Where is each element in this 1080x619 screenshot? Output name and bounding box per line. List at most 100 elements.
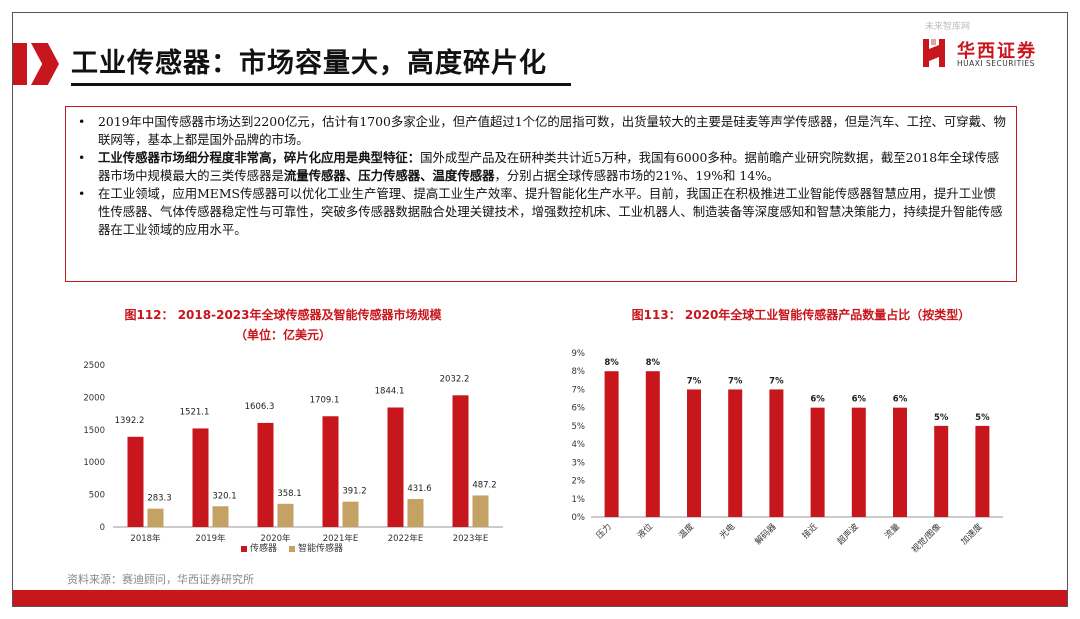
y-tick-label: 7% [572,385,586,395]
bar-smart-sensor [212,506,229,527]
data-label: 487.2 [472,480,496,490]
data-label: 320.1 [212,491,236,501]
y-tick-label: 3% [572,458,586,468]
logo-en-text: HUAXI SECURITIES [957,59,1035,68]
bar [934,425,949,517]
bullet-dot: • [78,186,86,201]
bullet-text: ，分别占据全球传感器市场的21%、19%和 14%。 [494,168,780,183]
huaxi-logo-icon [923,39,945,67]
bar-sensor [322,416,339,527]
right-chart: 0% 1% 2% 3% 4% 5% 6% 7% 8% 9% 8% 压力 8% 液位 7% 温度 7% 光电 7% 解码… [572,349,1003,555]
bar [975,425,990,517]
x-tick-label: 温度 [676,521,696,541]
data-label: 5% [934,413,949,423]
bullet-text: 国外成型产品及在研种类共计近5万种，我国有6000多种。据前瞻产业研究院数据，截… [98,150,1000,183]
x-tick-label: 2021年E [323,533,359,543]
data-label: 358.1 [277,489,301,499]
right-chart-title: 图113： 2020年全球工业智能传感器产品数量占比（按类型） [631,308,971,322]
data-label: 1606.3 [245,402,275,412]
y-tick-label: 2500 [83,361,105,371]
data-label: 1521.1 [180,407,210,417]
legend-item: 传感器 [241,544,277,554]
watermark: 未来智库网 [925,22,971,32]
data-label: 6% [852,395,867,405]
company-logo: 华西证券 HUAXI SECURITIES [921,35,1051,71]
data-label: 283.3 [147,494,171,504]
left-chart: 0 500 1000 1500 2000 2500 1392.2 283.3 2018年 1521… [83,361,503,543]
legend-label: 传感器 [250,544,278,554]
y-tick-label: 0% [572,513,586,523]
bar-sensor [127,436,144,527]
y-tick-label: 500 [89,491,105,501]
x-tick-label: 压力 [594,521,614,541]
bar-smart-sensor [472,495,489,527]
bullet-text: 工业传感器市场细分程度非常高，碎片化应用是典型特征： [98,150,421,165]
legend-label: 智能传感器 [298,544,344,554]
y-tick-label: 5% [572,422,586,432]
x-tick-label: 接近 [800,521,820,541]
x-tick-label: 超声波 [835,521,861,547]
x-tick-label: 2022年E [388,533,424,543]
x-tick-label: 2020年 [260,533,291,543]
legend-item: 智能传感器 [289,544,343,554]
bar-smart-sensor [342,501,359,527]
bar [810,407,825,517]
data-label: 2032.2 [440,374,470,384]
y-tick-label: 1% [572,495,586,505]
bullet-text: 在工业领域，应用MEMS传感器可以优化工业生产管理、提高工业生产效率、提升智能化… [98,186,1003,237]
y-tick-label: 6% [572,404,586,414]
data-label: 5% [975,413,990,423]
y-tick-label: 9% [572,349,586,359]
data-label: 8% [604,358,619,368]
x-tick-label: 2018年 [130,533,161,543]
y-tick-label: 1000 [83,458,105,468]
data-label: 431.6 [407,484,431,494]
bullet-text: 2019年中国传感器市场达到2200亿元，估计有1700多家企业，但产值超过1个… [98,114,1006,147]
page-title: 工业传感器：市场容量大，高度碎片化 [71,48,547,79]
y-tick-label: 0 [100,523,105,533]
data-label: 1709.1 [310,395,340,405]
bar [604,371,619,517]
source-note: 资料来源：赛迪顾问，华西证券研究所 [67,573,254,586]
x-tick-label: 2019年 [195,533,226,543]
bullet-item: • 2019年中国传感器市场达到2200亿元，估计有1700多家企业，但产值超过1… [76,113,1006,149]
left-chart-title: 图112： 2018-2023年全球传感器及智能传感器市场规模（单位：亿美元） [124,308,442,342]
data-label: 7% [687,376,702,386]
legend-swatch [289,545,296,552]
bullet-item: • 在工业领域，应用MEMS传感器可以优化工业生产管理、提高工业生产效率、提升智能… [76,185,1006,239]
data-label: 1392.2 [115,416,145,426]
title-accent-arrow [31,43,59,85]
title-accent-bar [13,43,27,85]
data-label: 391.2 [342,487,366,497]
bar-smart-sensor [407,499,424,527]
bullet-text: 流量传感器、压力传感器、温度传感器 [283,168,495,183]
y-tick-label: 8% [572,367,586,377]
x-tick-label: 2023年E [453,533,489,543]
bar-sensor [192,428,209,527]
bar-sensor [387,407,404,527]
x-tick-label: 加速度 [959,521,985,547]
bar [769,389,784,517]
data-label: 7% [728,376,743,386]
logo-cn-text: 华西证券 [957,41,1037,62]
bar [687,389,701,517]
y-tick-label: 2000 [83,393,105,403]
bullet-dot: • [78,114,86,129]
bar-sensor [452,395,469,527]
y-tick-label: 2% [572,477,586,487]
bar [851,407,866,517]
x-tick-label: 液位 [635,521,655,541]
data-label: 6% [810,395,825,405]
data-label: 8% [646,358,661,368]
data-label: 6% [893,395,908,405]
y-tick-label: 1500 [83,426,105,436]
footer-bar [13,590,1067,606]
summary-box: • 2019年中国传感器市场达到2200亿元，估计有1700多家企业，但产值超过1… [65,106,1017,282]
title-underline [71,83,571,86]
bar [645,371,660,517]
bar [728,389,743,517]
bar-smart-sensor [277,503,294,527]
bullet-item: • 工业传感器市场细分程度非常高，碎片化应用是典型特征：国外成型产品及在研种类共计… [76,149,1006,185]
slide: 未来智库网 工业传感器：市场容量大，高度碎片化 华西证券 HUAXI SECUR… [12,12,1068,607]
y-tick-label: 4% [572,440,586,450]
